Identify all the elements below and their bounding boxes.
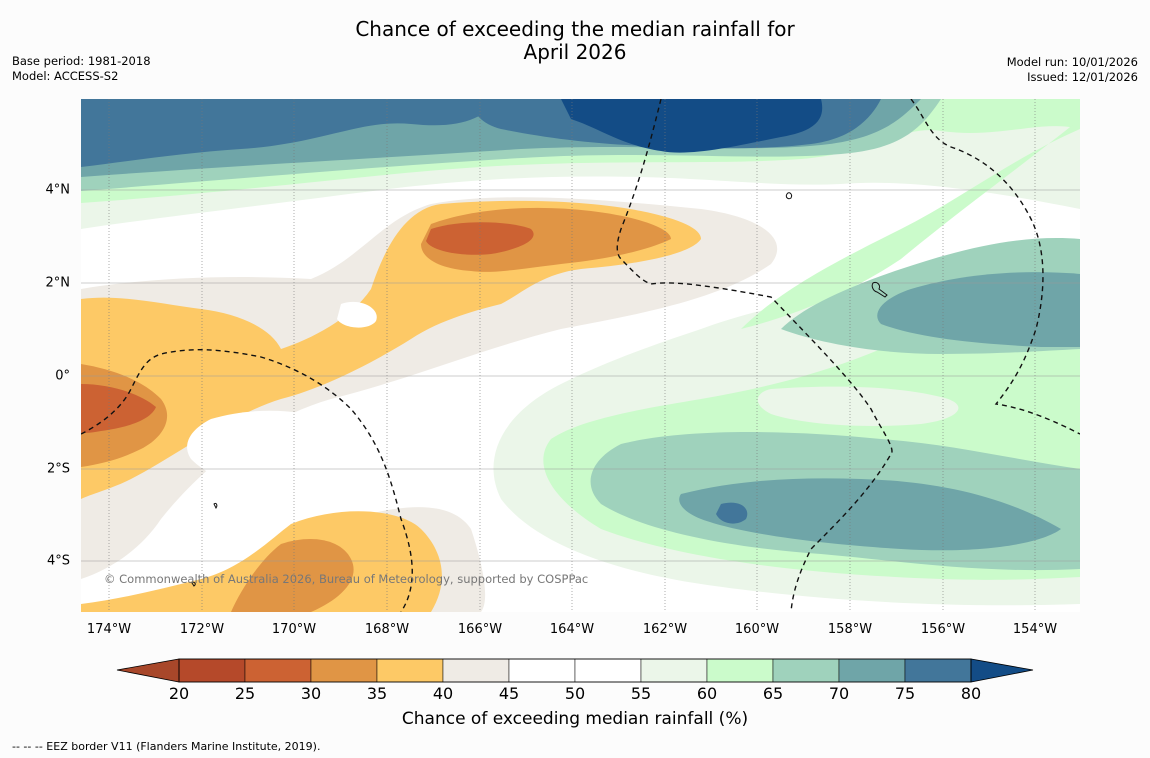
band-se-75 [679, 478, 1061, 551]
colorbar-segment [376, 658, 444, 683]
rainfall-map [81, 99, 1080, 612]
lon-label-164w: 164°W [549, 622, 595, 637]
colorbar-segment [244, 658, 312, 683]
band-se-65-east [741, 119, 1080, 329]
white-patch-2 [187, 410, 389, 497]
lon-label-162w: 162°W [642, 622, 688, 637]
colorbar-tick-label: 70 [828, 684, 850, 703]
colorbar-tick-label: 40 [432, 684, 454, 703]
colorbar-segment [838, 658, 906, 683]
title-line-2: April 2026 [523, 40, 627, 64]
lon-label-154w: 154°W [1012, 622, 1058, 637]
eez-border-east [910, 99, 1080, 435]
colorbar-tick-label: 50 [564, 684, 586, 703]
colorbar-title: Chance of exceeding median rainfall (%) [401, 709, 749, 729]
colorbar [116, 658, 1034, 683]
model-run: Model run: 10/01/2026 [1006, 55, 1138, 69]
base-period: Base period: 1981-2018 [12, 54, 151, 68]
eez-borders [81, 99, 1080, 612]
issued-date: Issued: 12/01/2026 [1027, 70, 1138, 84]
lon-label-168w: 168°W [364, 622, 410, 637]
island-1 [785, 192, 792, 200]
colorbar-segment [904, 658, 972, 683]
warm-35 [81, 200, 701, 499]
colorbar-tick-label: 30 [300, 684, 322, 703]
islands [191, 192, 888, 587]
colorbar-tick-label: 75 [894, 684, 916, 703]
band-north-over [561, 99, 823, 153]
band-se-80 [716, 502, 748, 524]
eez-footnote: -- -- -- EEZ border V11 (Flanders Marine… [12, 740, 321, 753]
colorbar-tick-label: 45 [498, 684, 520, 703]
lat-label-4s: 4°S [46, 553, 70, 569]
white-patch-1 [337, 301, 377, 328]
colorbar-segment [310, 658, 378, 683]
meta-left: Base period: 1981-2018 Model: ACCESS-S2 [12, 54, 151, 84]
colorbar-tick-label: 80 [960, 684, 982, 703]
lat-label-4n: 4°N [45, 182, 71, 198]
lat-label-0: 0° [55, 368, 70, 384]
warm-30c [231, 539, 354, 612]
warm-40 [81, 197, 778, 579]
colorbar-tick-label: 20 [168, 684, 190, 703]
colorbar-segment [574, 658, 642, 683]
chart-title: Chance of exceeding the median rainfall … [0, 18, 1150, 64]
colorbar-tick-label: 65 [762, 684, 784, 703]
map-canvas [81, 99, 1080, 612]
lon-label-166w: 166°W [457, 622, 503, 637]
colorbar-segment [706, 658, 774, 683]
copyright-notice: © Commonwealth of Australia 2026, Bureau… [104, 572, 589, 586]
meta-right: Model run: 10/01/2026 Issued: 12/01/2026 [1007, 55, 1138, 85]
warm-25b [81, 384, 156, 433]
warm-35b [81, 511, 442, 612]
colorbar-segment [772, 658, 840, 683]
lat-label-2n: 2°N [45, 275, 71, 291]
warm-25 [426, 222, 534, 255]
lon-label-172w: 172°W [179, 622, 225, 637]
colorbar-under-triangle [116, 658, 180, 683]
band-se-75-east [877, 272, 1080, 347]
lon-label-170w: 170°W [271, 622, 317, 637]
colorbar-segment [640, 658, 708, 683]
lon-label-160w: 160°W [734, 622, 780, 637]
band-north-80 [81, 99, 501, 167]
colorbar-outline [178, 658, 972, 683]
lat-label-2s: 2°S [46, 461, 70, 477]
colorbar-tick-label: 35 [366, 684, 388, 703]
lon-label-158w: 158°W [827, 622, 873, 637]
colorbar-tick-label: 60 [696, 684, 718, 703]
colorbar-segment [508, 658, 576, 683]
eez-border-west [81, 349, 413, 612]
lon-label-174w: 174°W [86, 622, 132, 637]
colorbar-over-triangle [970, 658, 1034, 683]
model-name: Model: ACCESS-S2 [12, 69, 119, 83]
colorbar-segment [442, 658, 510, 683]
colorbar-tick-label: 25 [234, 684, 256, 703]
island-2 [871, 282, 888, 298]
island-4 [191, 581, 196, 587]
title-line-1: Chance of exceeding the median rainfall … [355, 17, 795, 41]
white-se [757, 386, 959, 426]
eez-border-center [616, 99, 893, 612]
colorbar-segment [178, 658, 246, 683]
lon-label-156w: 156°W [920, 622, 966, 637]
colorbar-tick-label: 55 [630, 684, 652, 703]
island-3 [213, 502, 218, 509]
parallel-lines [81, 189, 1080, 562]
